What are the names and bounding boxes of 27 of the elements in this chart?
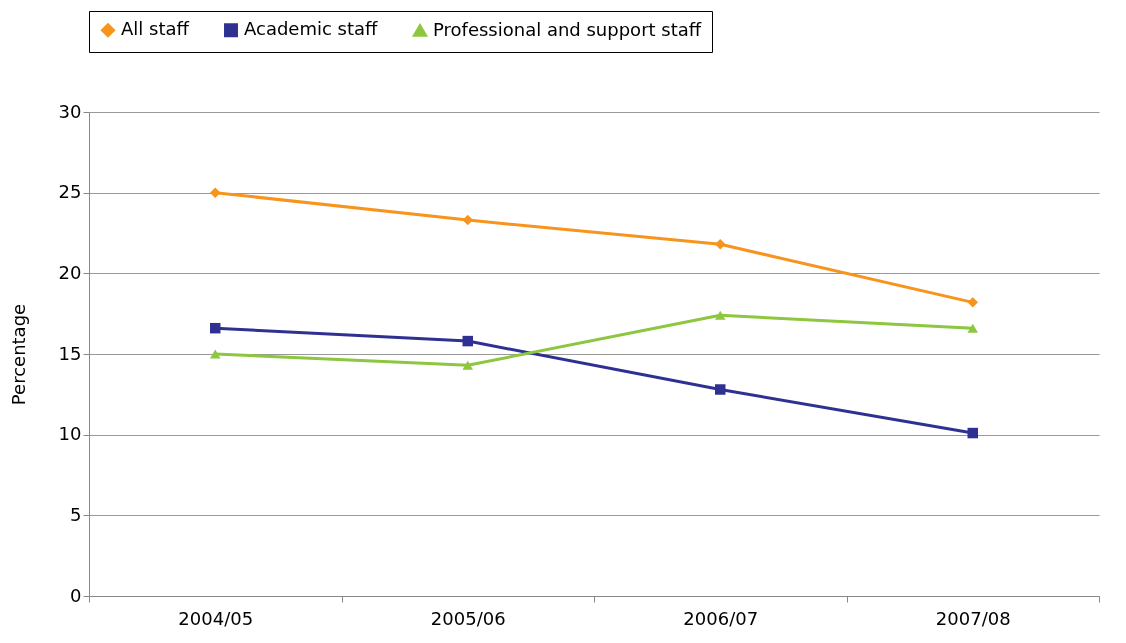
y-tick-label: 20 — [58, 261, 82, 283]
point — [210, 187, 221, 198]
point — [715, 384, 726, 395]
y-axis-title: Percentage — [7, 303, 29, 406]
x-tick-label: 2007/08 — [935, 607, 1011, 629]
point — [210, 349, 221, 359]
y-tick-label: 30 — [58, 100, 82, 122]
point — [967, 297, 978, 308]
x-tick-label: 2004/05 — [178, 607, 254, 629]
y-tick-label: 0 — [70, 584, 82, 606]
point — [462, 214, 473, 226]
y-tick-label: 5 — [70, 503, 82, 525]
point — [967, 427, 978, 439]
point — [715, 310, 726, 320]
point — [715, 239, 726, 250]
point — [462, 360, 473, 370]
y-tick-label: 25 — [58, 181, 82, 203]
x-tick-label: 2006/07 — [683, 607, 759, 629]
y-tick-label: 15 — [58, 342, 82, 364]
point — [462, 335, 473, 347]
legend-label: Professional and support staff — [433, 18, 702, 40]
x-tick-label: 2005/06 — [430, 607, 506, 629]
point — [967, 323, 978, 333]
point — [210, 322, 221, 334]
legend-label: Academic staff — [244, 18, 379, 40]
legend-label: All staff — [121, 18, 190, 40]
y-tick-label: 10 — [58, 423, 82, 445]
